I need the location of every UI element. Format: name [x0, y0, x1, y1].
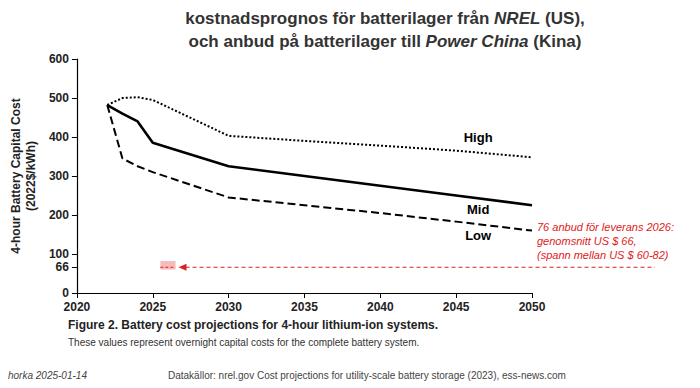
svg-text:Mid: Mid [467, 202, 489, 217]
svg-text:100: 100 [49, 247, 69, 261]
svg-text:NREL: NREL [494, 9, 540, 28]
svg-text:(Kina): (Kina) [529, 32, 582, 51]
svg-text:2030: 2030 [215, 300, 242, 314]
svg-text:0: 0 [62, 286, 69, 300]
svg-text:76 anbud för leverans 2026:: 76 anbud för leverans 2026: [537, 221, 674, 233]
svg-text:(spann mellan US $ 60-82): (spann mellan US $ 60-82) [537, 249, 669, 261]
svg-text:2025: 2025 [139, 300, 166, 314]
svg-text:Power China: Power China [426, 32, 529, 51]
svg-text:2020: 2020 [64, 300, 91, 314]
svg-text:Datakällor: nrel.gov Cost proj: Datakällor: nrel.gov Cost projections fo… [168, 370, 566, 381]
svg-text:300: 300 [49, 169, 69, 183]
svg-text:genomsnitt US $ 66,: genomsnitt US $ 66, [537, 235, 637, 247]
svg-text:kostnadsprognos för batterilag: kostnadsprognos för batterilager från [185, 9, 494, 28]
svg-text:High: High [464, 130, 493, 145]
svg-text:och anbud på batterilager till: och anbud på batterilager till [189, 32, 426, 51]
svg-text:(US),: (US), [540, 9, 584, 28]
svg-text:horka 2025-01-14: horka 2025-01-14 [8, 370, 87, 381]
svg-text:Low: Low [465, 228, 492, 243]
svg-text:500: 500 [49, 91, 69, 105]
svg-text:2035: 2035 [291, 300, 318, 314]
svg-text:400: 400 [49, 130, 69, 144]
svg-text:66: 66 [56, 260, 70, 274]
svg-text:These values represent overnig: These values represent overnight capital… [68, 337, 419, 348]
svg-text:4-hour Battery Capital Cost: 4-hour Battery Capital Cost [9, 98, 23, 253]
svg-text:200: 200 [49, 208, 69, 222]
svg-text:2045: 2045 [443, 300, 470, 314]
svg-text:(2022$/kWh): (2022$/kWh) [24, 141, 38, 211]
svg-text:Figure 2. Battery cost project: Figure 2. Battery cost projections for 4… [68, 318, 438, 332]
svg-text:600: 600 [49, 52, 69, 66]
svg-text:2040: 2040 [367, 300, 394, 314]
svg-text:2050: 2050 [519, 300, 546, 314]
